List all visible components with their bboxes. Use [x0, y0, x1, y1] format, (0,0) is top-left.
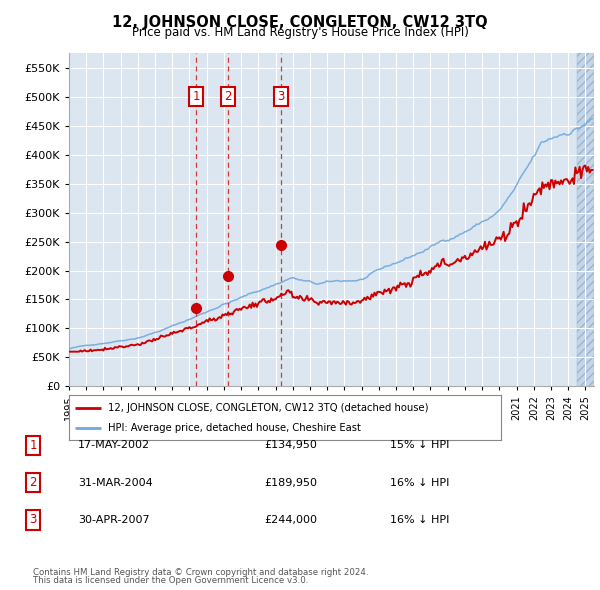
Text: HPI: Average price, detached house, Cheshire East: HPI: Average price, detached house, Ches… [108, 424, 361, 434]
Text: Contains HM Land Registry data © Crown copyright and database right 2024.: Contains HM Land Registry data © Crown c… [33, 568, 368, 577]
Text: 15% ↓ HPI: 15% ↓ HPI [390, 441, 449, 450]
Text: £244,000: £244,000 [264, 515, 317, 525]
Text: 1: 1 [29, 439, 37, 452]
Text: £134,950: £134,950 [264, 441, 317, 450]
Text: 12, JOHNSON CLOSE, CONGLETON, CW12 3TQ: 12, JOHNSON CLOSE, CONGLETON, CW12 3TQ [112, 15, 488, 30]
Text: Price paid vs. HM Land Registry's House Price Index (HPI): Price paid vs. HM Land Registry's House … [131, 26, 469, 39]
Text: £189,950: £189,950 [264, 478, 317, 487]
Text: 2: 2 [224, 90, 232, 103]
Text: 3: 3 [29, 513, 37, 526]
Text: 2: 2 [29, 476, 37, 489]
Bar [577, 53, 594, 386]
Text: 16% ↓ HPI: 16% ↓ HPI [390, 478, 449, 487]
Text: 31-MAR-2004: 31-MAR-2004 [78, 478, 153, 487]
Text: This data is licensed under the Open Government Licence v3.0.: This data is licensed under the Open Gov… [33, 576, 308, 585]
Bar [577, 53, 594, 386]
Text: 30-APR-2007: 30-APR-2007 [78, 515, 149, 525]
Text: 17-MAY-2002: 17-MAY-2002 [78, 441, 150, 450]
Text: 3: 3 [278, 90, 285, 103]
Text: 1: 1 [192, 90, 200, 103]
Text: 16% ↓ HPI: 16% ↓ HPI [390, 515, 449, 525]
Text: 12, JOHNSON CLOSE, CONGLETON, CW12 3TQ (detached house): 12, JOHNSON CLOSE, CONGLETON, CW12 3TQ (… [108, 403, 428, 412]
